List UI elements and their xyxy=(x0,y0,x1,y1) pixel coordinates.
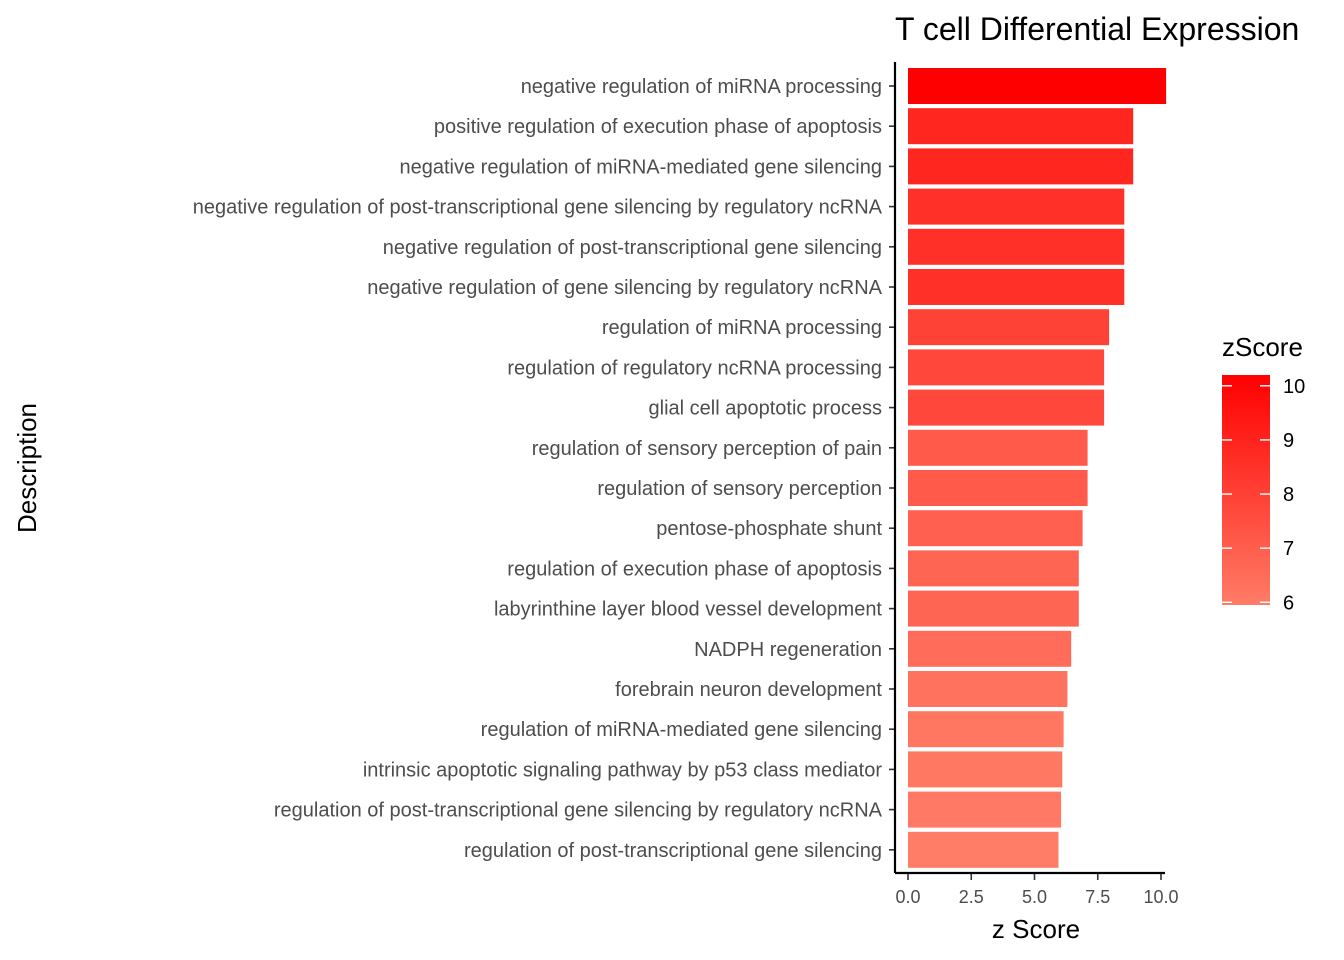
x-tick-label: 5.0 xyxy=(1022,887,1047,907)
category-label: regulation of regulatory ncRNA processin… xyxy=(507,357,882,379)
x-tick-label: 2.5 xyxy=(959,887,984,907)
bar xyxy=(908,108,1134,145)
bar xyxy=(908,711,1064,748)
bar xyxy=(908,831,1059,868)
category-label: regulation of miRNA-mediated gene silenc… xyxy=(481,719,882,741)
category-label: labyrinthine layer blood vessel developm… xyxy=(494,599,882,621)
bar xyxy=(908,309,1110,346)
legend-colorbar xyxy=(1222,375,1270,605)
category-label: NADPH regeneration xyxy=(694,639,882,661)
category-labels: negative regulation of miRNA processing p… xyxy=(193,76,895,862)
bar xyxy=(908,630,1072,667)
category-label: positive regulation of execution phase o… xyxy=(434,116,882,138)
category-label: regulation of post-transcriptional gene … xyxy=(464,840,882,862)
category-label: negative regulation of gene silencing by… xyxy=(367,277,882,299)
legend-tick-label: 7 xyxy=(1283,538,1294,560)
chart-title: T cell Differential Expression xyxy=(895,11,1299,47)
category-label: negative regulation of miRNA-mediated ge… xyxy=(400,156,883,178)
legend-tick-label: 6 xyxy=(1283,592,1294,614)
bar xyxy=(908,671,1068,707)
category-label: regulation of sensory perception xyxy=(597,478,882,500)
category-label: negative regulation of miRNA processing xyxy=(521,76,882,98)
x-axis-title: z Score xyxy=(992,914,1080,944)
bars-group xyxy=(908,68,1167,868)
bar xyxy=(908,148,1134,185)
category-label: forebrain neuron development xyxy=(615,679,882,701)
bar xyxy=(908,188,1125,225)
category-label: intrinsic apoptotic signaling pathway by… xyxy=(363,759,883,781)
legend-ticks: 6 7 8 9 10 xyxy=(1222,376,1305,614)
y-axis-title: Description xyxy=(12,403,42,533)
legend-tick-label: 9 xyxy=(1283,430,1294,452)
category-label: negative regulation of post-transcriptio… xyxy=(383,237,882,259)
category-label: regulation of miRNA processing xyxy=(602,317,882,339)
x-axis-ticks: 0.0 2.5 5.0 7.5 10.0 xyxy=(895,874,1179,907)
bar xyxy=(908,228,1125,265)
bar xyxy=(908,470,1088,506)
legend-tick-label: 10 xyxy=(1283,376,1305,398)
category-label: regulation of sensory perception of pain xyxy=(532,438,882,460)
bar xyxy=(908,389,1105,426)
category-label: glial cell apoptotic process xyxy=(649,398,882,420)
bar xyxy=(908,429,1088,466)
bar xyxy=(908,590,1079,627)
x-tick-label: 7.5 xyxy=(1085,887,1110,907)
bar xyxy=(908,791,1062,828)
legend-title: zScore xyxy=(1222,332,1303,362)
bar xyxy=(908,68,1167,104)
legend-tick-label: 8 xyxy=(1283,484,1294,506)
bar xyxy=(908,510,1083,547)
bar xyxy=(908,550,1079,587)
x-tick-label: 10.0 xyxy=(1143,887,1178,907)
category-label: pentose-phosphate shunt xyxy=(656,518,882,540)
category-label: negative regulation of post-transcriptio… xyxy=(193,197,883,219)
bar xyxy=(908,269,1125,305)
category-label: regulation of execution phase of apoptos… xyxy=(507,558,882,580)
category-label: regulation of post-transcriptional gene … xyxy=(274,800,883,822)
x-tick-label: 0.0 xyxy=(895,887,920,907)
bar xyxy=(908,751,1063,788)
legend: zScore 6 7 8 9 10 xyxy=(1222,332,1305,614)
bar xyxy=(908,349,1105,386)
